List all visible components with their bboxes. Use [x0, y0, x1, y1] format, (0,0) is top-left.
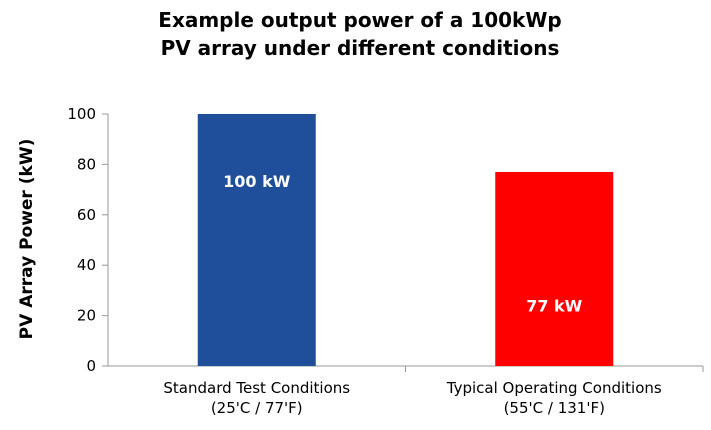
y-tick-label: 40 — [77, 256, 96, 274]
y-tick-label: 20 — [77, 307, 96, 325]
bar — [197, 114, 316, 366]
x-category-label: (25'C / 77'F) — [211, 399, 303, 417]
chart-title-line-2: PV array under different conditions — [161, 36, 560, 60]
data-label: 100 kW — [223, 172, 291, 191]
plot-area: 0 20 40 60 80 100 100 kW Standard Test Conditio… — [67, 105, 704, 417]
y-axis-label: PV Array Power (kW) — [17, 139, 37, 340]
data-label: 77 kW — [526, 297, 582, 316]
x-category-label: Typical Operating Conditions — [446, 379, 662, 397]
y-tick-label: 60 — [77, 206, 96, 224]
chart-title-line-1: Example output power of a 100kWp — [158, 8, 561, 32]
y-tick-label: 80 — [77, 155, 96, 173]
y-tick-label: 0 — [86, 357, 96, 375]
y-tick-label: 100 — [67, 105, 96, 123]
bar — [495, 171, 614, 366]
x-category-label: Standard Test Conditions — [163, 379, 350, 397]
chart-title: Example output power of a 100kWp PV arra… — [158, 8, 561, 60]
x-category-label: (55'C / 131'F) — [504, 399, 605, 417]
